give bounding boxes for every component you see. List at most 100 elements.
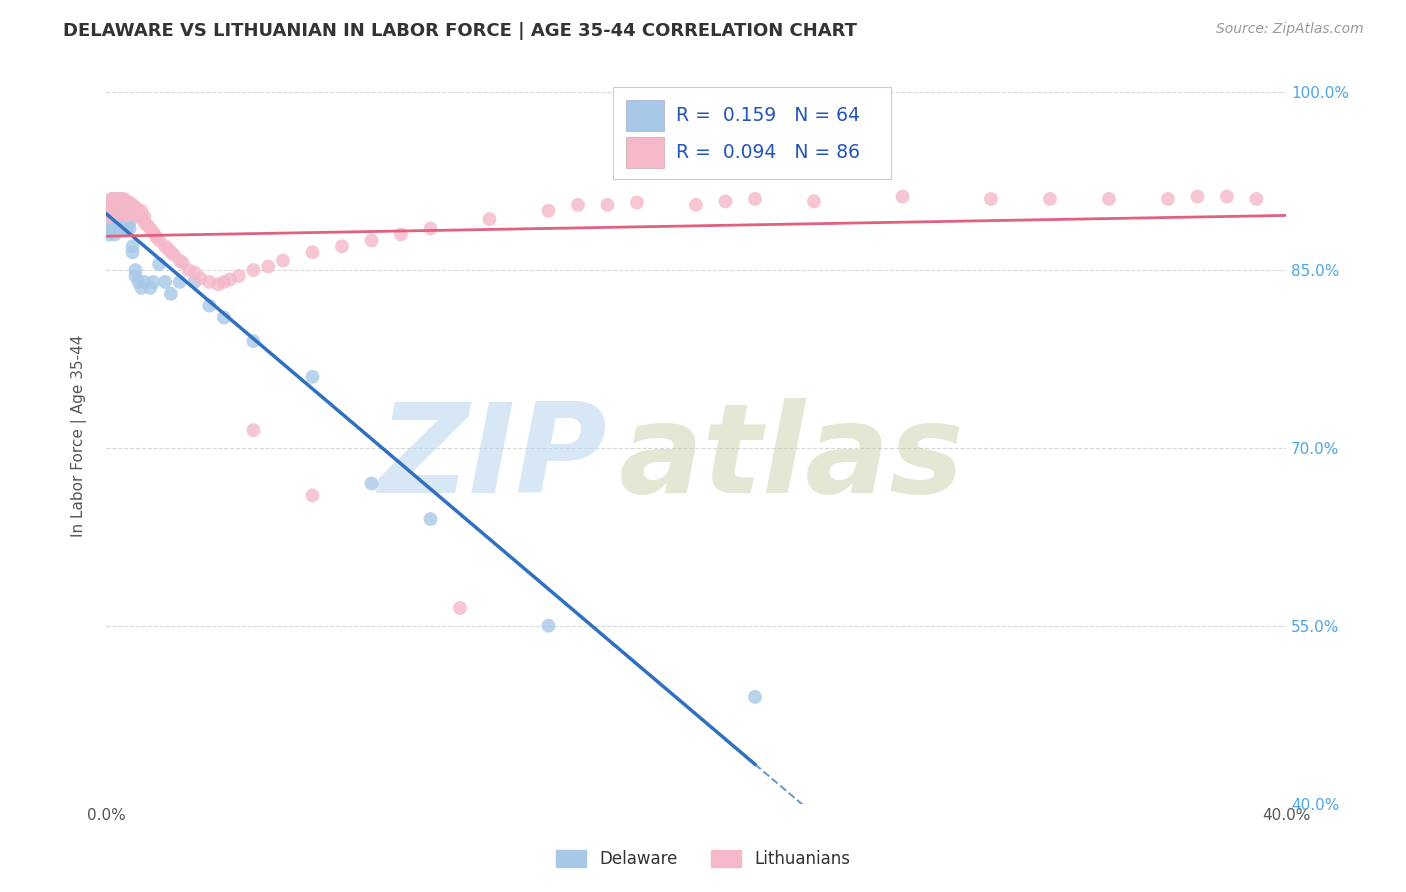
Point xyxy=(107,192,129,206)
Point xyxy=(124,263,146,277)
Point xyxy=(163,248,186,262)
Point xyxy=(124,268,146,283)
Point xyxy=(136,218,159,232)
Point xyxy=(153,239,176,253)
Point xyxy=(115,209,138,223)
Point xyxy=(124,206,146,220)
Point xyxy=(112,200,135,214)
Point xyxy=(110,203,132,218)
Point xyxy=(169,253,191,268)
Point xyxy=(685,198,707,212)
Point xyxy=(107,213,129,227)
Point xyxy=(104,192,127,206)
Point xyxy=(160,245,183,260)
Point xyxy=(271,253,294,268)
Point xyxy=(891,189,914,203)
Point xyxy=(97,227,120,242)
Point xyxy=(110,217,132,231)
FancyBboxPatch shape xyxy=(626,100,664,131)
Point xyxy=(121,198,143,212)
Point xyxy=(301,245,323,260)
Point xyxy=(112,216,135,230)
Point xyxy=(101,198,124,212)
Point xyxy=(198,275,221,289)
Point xyxy=(101,216,124,230)
Point xyxy=(134,216,156,230)
Point xyxy=(107,203,129,218)
Point xyxy=(115,221,138,235)
Point xyxy=(360,476,382,491)
FancyBboxPatch shape xyxy=(626,136,664,168)
Point xyxy=(360,234,382,248)
Point xyxy=(389,227,412,242)
Point xyxy=(537,619,560,633)
Point xyxy=(118,195,141,210)
Point xyxy=(112,203,135,218)
Point xyxy=(115,216,138,230)
Point xyxy=(104,203,127,218)
Point xyxy=(172,256,194,270)
Point xyxy=(1216,189,1239,203)
Point xyxy=(112,198,135,212)
Point xyxy=(104,210,127,224)
Point xyxy=(112,195,135,210)
Point xyxy=(198,299,221,313)
Point xyxy=(104,195,127,210)
Point xyxy=(127,275,149,289)
Point xyxy=(118,200,141,214)
Point xyxy=(97,203,120,218)
Point xyxy=(124,200,146,214)
Text: atlas: atlas xyxy=(619,398,965,518)
Point xyxy=(115,194,138,209)
Point xyxy=(156,242,179,256)
Point xyxy=(131,210,153,224)
Point xyxy=(177,263,200,277)
Point xyxy=(97,216,120,230)
Point xyxy=(419,512,441,526)
Point xyxy=(110,192,132,206)
Point xyxy=(242,263,264,277)
Point xyxy=(112,221,135,235)
Point xyxy=(104,216,127,230)
Point xyxy=(301,369,323,384)
Point xyxy=(478,212,501,227)
Point xyxy=(110,195,132,210)
Point xyxy=(107,192,129,206)
Point xyxy=(139,221,162,235)
Point xyxy=(110,207,132,221)
Point xyxy=(118,221,141,235)
Point xyxy=(145,230,167,244)
Point xyxy=(330,239,353,253)
Point xyxy=(104,227,127,242)
Point xyxy=(110,206,132,220)
Text: Source: ZipAtlas.com: Source: ZipAtlas.com xyxy=(1216,22,1364,37)
Point xyxy=(131,203,153,218)
Point xyxy=(110,212,132,227)
Point xyxy=(127,210,149,224)
Point xyxy=(112,192,135,206)
Point xyxy=(107,194,129,209)
Text: ZIP: ZIP xyxy=(378,398,607,518)
Point xyxy=(107,218,129,232)
Point xyxy=(107,203,129,218)
Point xyxy=(148,257,170,271)
Point xyxy=(112,206,135,220)
Point xyxy=(127,203,149,218)
Point xyxy=(107,210,129,224)
Point xyxy=(101,210,124,224)
Point xyxy=(115,203,138,218)
Text: DELAWARE VS LITHUANIAN IN LABOR FORCE | AGE 35-44 CORRELATION CHART: DELAWARE VS LITHUANIAN IN LABOR FORCE | … xyxy=(63,22,858,40)
Point xyxy=(121,245,143,260)
Point xyxy=(101,198,124,212)
Point xyxy=(626,195,648,210)
Point xyxy=(110,195,132,210)
Point xyxy=(107,199,129,213)
Point xyxy=(110,200,132,214)
Point xyxy=(212,310,235,325)
Point xyxy=(101,221,124,235)
Y-axis label: In Labor Force | Age 35-44: In Labor Force | Age 35-44 xyxy=(72,334,87,537)
Point xyxy=(104,192,127,206)
Point xyxy=(419,221,441,235)
Point xyxy=(115,203,138,218)
Point xyxy=(1187,189,1209,203)
